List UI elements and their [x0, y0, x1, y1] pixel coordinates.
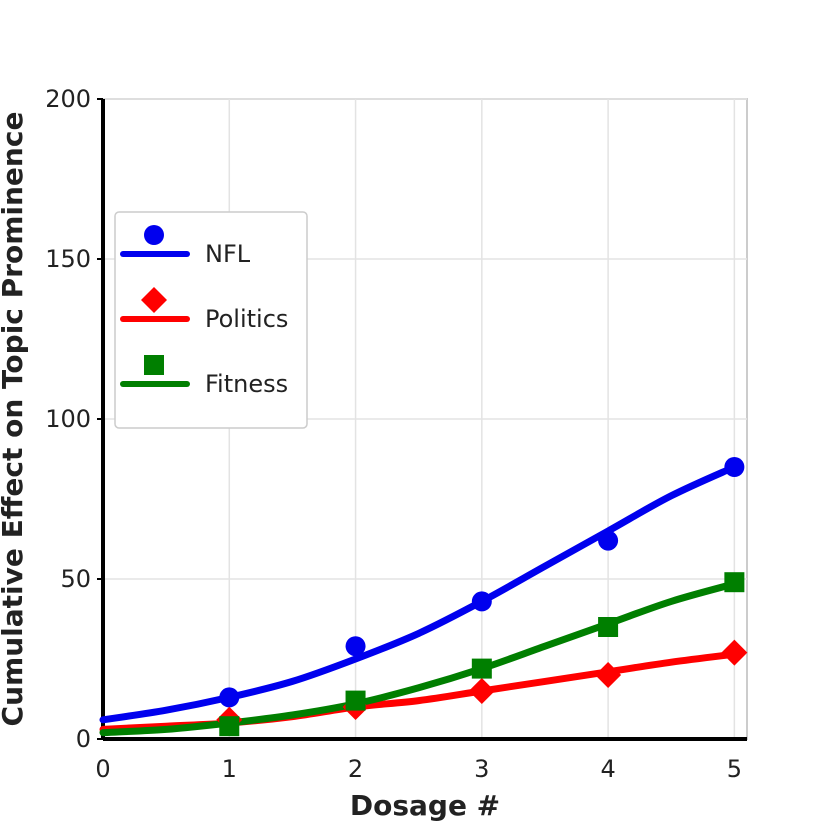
y-axis-title: Cumulative Effect on Topic Prominence: [0, 112, 29, 727]
x-tick-label-5: 5: [727, 755, 742, 783]
marker-nfl-4: [598, 530, 619, 551]
marker-fitness-1: [219, 716, 240, 737]
marker-politics-3: [468, 678, 495, 704]
series-markers: [216, 457, 748, 737]
x-tick-label-0: 0: [95, 755, 110, 783]
marker-fitness-4: [598, 617, 619, 637]
y-tick-label-200: 200: [45, 85, 91, 113]
y-tick-label-50: 50: [60, 565, 91, 593]
legend-marker-politics: [141, 287, 167, 313]
x-tick-label-2: 2: [348, 755, 363, 783]
marker-fitness-2: [345, 690, 366, 711]
x-tick-label-1: 1: [222, 755, 237, 783]
marker-nfl-3: [471, 591, 492, 612]
marker-nfl-2: [345, 636, 366, 657]
series-line-nfl: [99, 463, 738, 724]
marker-nfl-1: [219, 687, 240, 708]
legend-marker-fitness: [144, 355, 164, 375]
marker-politics-4: [595, 662, 622, 688]
marker-nfl-5: [724, 457, 745, 477]
legend-label-nfl: NFL: [205, 240, 251, 268]
x-tick-label-3: 3: [474, 755, 489, 783]
legend-marker-nfl: [144, 225, 164, 245]
marker-fitness-5: [724, 572, 745, 593]
y-tick-label-100: 100: [45, 405, 91, 433]
legend: NFL Politics Fitness: [114, 211, 308, 429]
marker-fitness-3: [471, 658, 492, 679]
legend-label-politics: Politics: [205, 305, 288, 333]
legend-label-fitness: Fitness: [205, 370, 288, 398]
x-axis-title: Dosage #: [350, 789, 500, 822]
y-tick-label-150: 150: [45, 245, 91, 273]
marker-politics-5: [721, 639, 748, 666]
y-tick-label-0: 0: [76, 725, 91, 753]
x-tick-label-4: 4: [600, 755, 615, 783]
